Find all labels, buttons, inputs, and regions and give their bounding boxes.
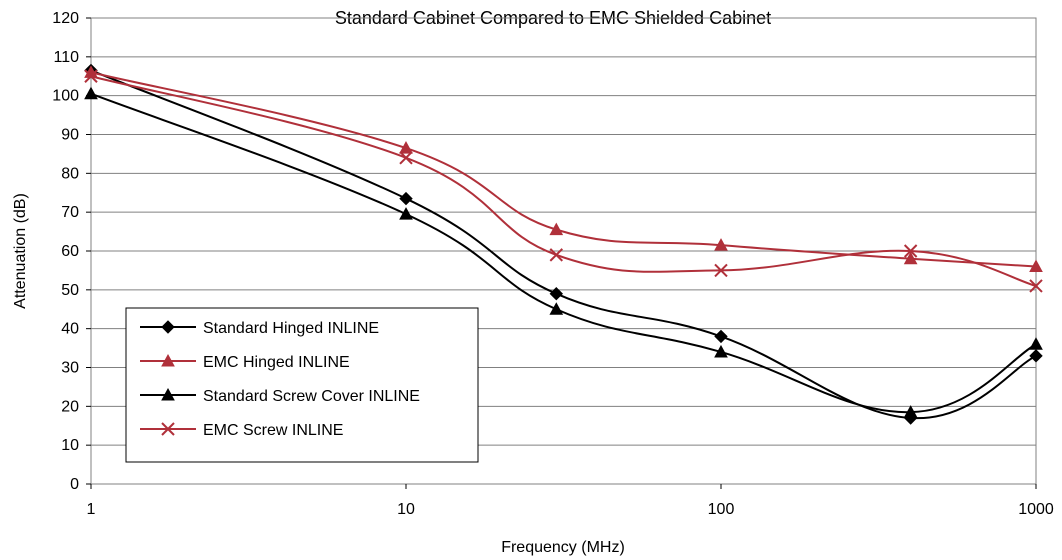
series-line [90,75,1037,287]
legend-marker [161,387,175,401]
x-tick-label: 100 [708,501,735,518]
y-tick-label: 40 [61,321,79,338]
y-tick-label: 80 [61,165,79,182]
y-tick-label: 60 [61,243,79,260]
y-axis-title: Attenuation (dB) [12,193,29,309]
data-point [399,141,413,154]
data-point [1029,259,1043,273]
data-point [1029,349,1043,363]
x-axis-title: Frequency (MHz) [501,539,625,556]
y-tick-label: 0 [70,476,79,493]
x-tick-label: 1000 [1018,501,1054,518]
series-2 [84,65,1043,273]
legend-item: Standard Hinged INLINE [140,320,379,337]
data-point [399,207,413,220]
y-tick-label: 100 [52,88,79,105]
gridlines [91,56,1036,446]
legend-item: EMC Screw INLINE [140,422,343,439]
x-axis-ticks: 1 10 100 1000 [87,484,1054,518]
data-point [84,86,98,100]
data-point [903,244,918,258]
y-axis-ticks: 0 10 20 30 40 50 60 70 80 90 100 110 120 [52,10,91,493]
series-4 [84,69,1043,293]
legend-label: EMC Screw INLINE [203,422,343,439]
legend-item: Standard Screw Cover INLINE [140,387,420,405]
legend-marker [161,422,175,436]
data-point [714,344,728,358]
y-tick-label: 20 [61,398,79,415]
x-tick-label: 10 [397,501,415,518]
y-tick-label: 10 [61,437,79,454]
y-tick-label: 50 [61,282,79,299]
legend-marker [161,320,175,334]
data-point [549,248,564,262]
data-point [714,329,728,344]
data-point [399,151,413,165]
legend-label: Standard Screw Cover INLINE [203,388,420,405]
data-point [714,238,728,251]
legend-label: Standard Hinged INLINE [203,320,379,337]
y-tick-label: 90 [61,127,79,144]
data-point [1029,279,1043,293]
legend: Standard Hinged INLINE EMC Hinged INLINE S… [125,307,479,463]
data-point [1029,337,1043,350]
y-tick-label: 70 [61,204,79,221]
x-tick-label: 1 [87,501,96,518]
legend-marker [161,353,175,367]
y-tick-label: 30 [61,360,79,377]
data-point [714,263,728,278]
series-line [90,71,1037,268]
legend-label: EMC Hinged INLINE [203,354,350,371]
data-point [903,251,918,265]
series-3 [84,86,1043,418]
legend-box [125,307,479,463]
data-point [903,405,918,418]
legend-item: EMC Hinged INLINE [140,353,350,371]
data-point [549,287,564,301]
y-tick-label: 120 [52,10,79,27]
data-point [549,302,564,315]
data-point [549,222,564,236]
data-point [399,191,413,206]
series-layer [84,63,1043,425]
y-tick-label: 110 [53,49,79,66]
data-point [84,69,98,83]
